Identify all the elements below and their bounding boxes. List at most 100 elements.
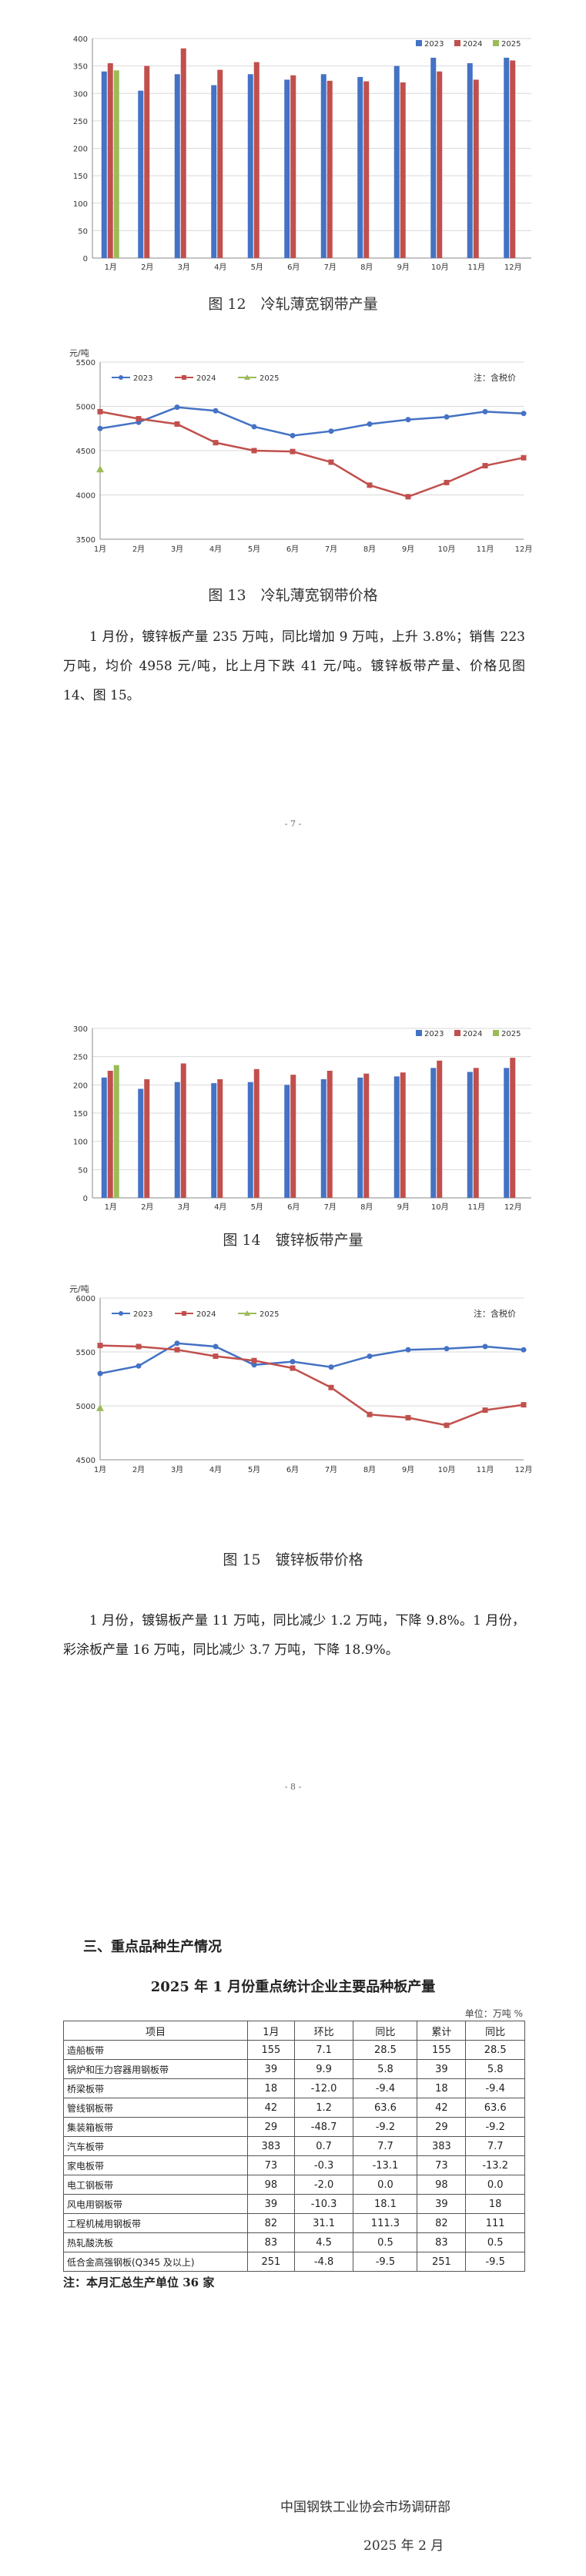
legend-swatch — [493, 40, 499, 46]
bar-2024 — [144, 65, 150, 258]
legend-label: 2024 — [463, 1030, 482, 1038]
value-cell: 111.3 — [353, 2213, 418, 2233]
y-tick-label: 4000 — [76, 492, 95, 501]
legend-label: 2024 — [196, 374, 216, 383]
bar-2024 — [473, 1068, 479, 1198]
legend-label: 2024 — [196, 1310, 216, 1319]
x-tick-label: 2月 — [132, 1465, 145, 1474]
y-tick-label: 5000 — [76, 1403, 95, 1411]
bar-2024 — [144, 1079, 150, 1198]
x-tick-label: 3月 — [178, 1202, 190, 1212]
bar-2023 — [430, 1068, 437, 1198]
y-tick-label: 3500 — [76, 536, 95, 545]
bar-2024 — [180, 48, 186, 258]
y-tick-label: 4500 — [76, 448, 95, 456]
legend-marker — [119, 1311, 123, 1316]
product-name-cell: 管线钢板带 — [63, 2098, 248, 2118]
value-cell: 39 — [247, 2059, 295, 2079]
x-tick-label: 7月 — [325, 1465, 337, 1474]
value-cell: -2.0 — [293, 2175, 354, 2195]
table-header-cell: 1月 — [247, 2021, 295, 2041]
value-cell: 0.0 — [465, 2175, 525, 2195]
point-2024 — [367, 482, 373, 488]
y-tick-label: 50 — [78, 1166, 88, 1175]
bar-2024 — [510, 1058, 516, 1198]
value-cell: 4.5 — [293, 2232, 354, 2252]
value-cell: -13.2 — [465, 2155, 525, 2175]
value-cell: 18 — [417, 2078, 467, 2098]
table-header-row: 项目 1月 环比 同比 累计 同比 — [63, 2021, 525, 2041]
x-tick-label: 3月 — [171, 545, 183, 554]
bar-2023 — [138, 1088, 144, 1198]
x-tick-label: 8月 — [363, 1465, 376, 1474]
value-cell: -9.4 — [353, 2078, 418, 2098]
x-tick-label: 4月 — [209, 1465, 222, 1474]
series-line-2023 — [99, 406, 524, 437]
fig15-caption: 图 15 镀锌板带价格 — [223, 1551, 363, 1568]
bar-2024 — [253, 62, 260, 258]
legend-marker — [182, 1311, 186, 1316]
value-cell: -9.5 — [465, 2252, 525, 2272]
value-cell: 98 — [247, 2175, 295, 2195]
y-tick-label: 100 — [73, 200, 88, 209]
legend-swatch — [493, 1030, 499, 1036]
bar-2024 — [217, 69, 223, 258]
bar-2024 — [437, 71, 443, 258]
x-tick-label: 2月 — [132, 545, 145, 554]
legend-marker — [244, 1310, 250, 1316]
point-2024 — [405, 1414, 411, 1420]
section-title: 三、重点品种生产情况 — [83, 1939, 222, 1955]
y-tick-label: 300 — [73, 1025, 88, 1034]
x-tick-label: 9月 — [397, 263, 410, 272]
value-cell: 39 — [247, 2194, 295, 2214]
page-number-8: - 8 - — [284, 1782, 302, 1792]
x-tick-label: 5月 — [251, 1202, 263, 1212]
table-row: 造船板带 155 7.1 28.5 155 28.5 — [63, 2040, 525, 2060]
point-2024 — [251, 448, 257, 454]
bar-2023 — [101, 71, 107, 258]
value-cell: 111 — [465, 2213, 525, 2233]
price-note: 注：含税价 — [474, 372, 516, 383]
x-tick-label: 7月 — [324, 263, 337, 272]
bar-2024 — [473, 79, 479, 258]
point-2024 — [97, 1343, 103, 1349]
legend-label: 2023 — [424, 1030, 444, 1038]
series-line-2023 — [99, 1342, 524, 1375]
table-row: 热轧酸洗板 83 4.5 0.5 83 0.5 — [63, 2232, 525, 2252]
value-cell: 39 — [417, 2059, 467, 2079]
point-2024 — [521, 1402, 527, 1408]
point-2023 — [97, 425, 103, 431]
x-tick-label: 4月 — [209, 545, 222, 554]
y-tick-label: 6000 — [76, 1295, 95, 1303]
table-header-cell: 累计 — [417, 2021, 467, 2041]
table-row: 汽车板带 383 0.7 7.7 383 7.7 — [63, 2136, 525, 2156]
table-header-cell: 环比 — [293, 2021, 354, 2041]
y-tick-label: 150 — [73, 1110, 88, 1119]
table-row: 家电板带 73 -0.3 -13.1 73 -13.2 — [63, 2155, 525, 2175]
point-2023 — [174, 404, 180, 411]
y-axis-unit: 元/吨 — [69, 1284, 89, 1294]
product-name-cell: 风电用钢板带 — [63, 2194, 248, 2214]
y-tick-label: 250 — [73, 118, 88, 126]
bar-2025 — [113, 70, 119, 258]
value-cell: 155 — [417, 2040, 467, 2060]
value-cell: -9.5 — [353, 2252, 418, 2272]
point-2024 — [251, 1357, 257, 1363]
fig12-chart: 0 50 100 150 200 250 300 350 400 1月 2月 3月 4月 5月 6月 7月 8月… — [73, 35, 531, 272]
point-2023 — [482, 408, 488, 414]
value-cell: 28.5 — [353, 2040, 418, 2060]
bar-2023 — [430, 57, 437, 258]
x-tick-label: 8月 — [360, 263, 373, 272]
bar-2023 — [284, 1085, 290, 1198]
paragraph-galvanized: 1 月份，镀锌板产量 235 万吨，同比增加 9 万吨，上升 3.8%；销售 2… — [63, 629, 525, 703]
value-cell: -0.3 — [293, 2155, 354, 2175]
x-tick-label: 4月 — [214, 263, 226, 272]
bar-2023 — [320, 74, 326, 258]
point-2023 — [367, 421, 373, 427]
fig12-caption: 图 12 冷轧薄宽钢带产量 — [208, 296, 378, 313]
product-name-cell: 锅炉和压力容器用钢板带 — [63, 2059, 248, 2079]
x-tick-label: 6月 — [286, 1465, 299, 1474]
y-tick-label: 200 — [73, 1082, 88, 1090]
point-2023 — [405, 1347, 411, 1353]
fig14-chart: 0 50 100 150 200 250 300 1月 2月 3月 4月 5月 6月 7月 8月 9月 10月 1… — [73, 1025, 531, 1212]
